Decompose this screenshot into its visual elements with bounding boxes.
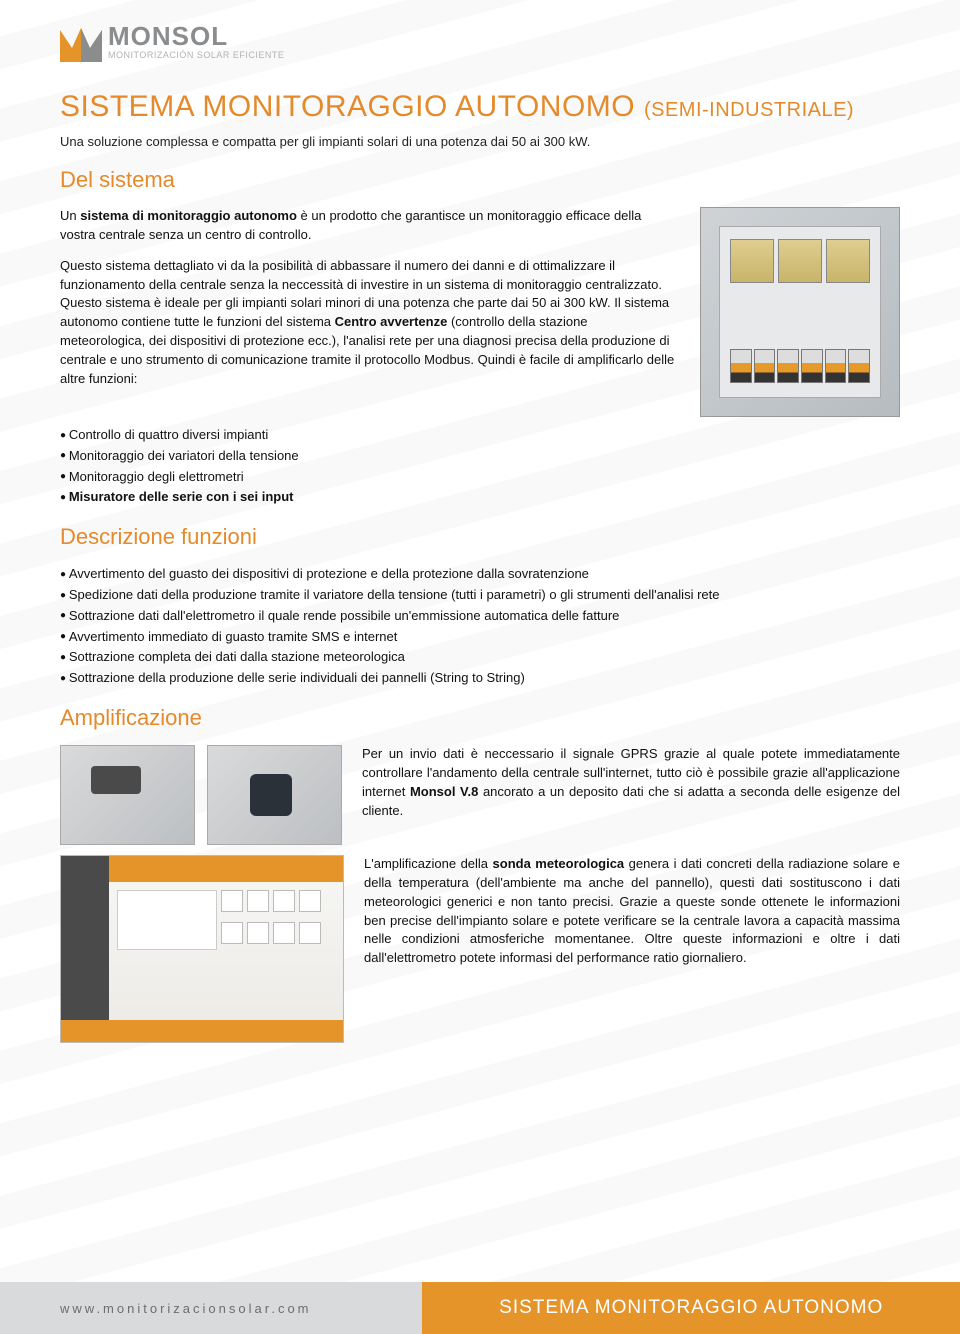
page-footer: www.monitorizacionsolar.com SISTEMA MONI… bbox=[0, 1282, 960, 1334]
amp-p2: L'amplificazione della sonda meteorologi… bbox=[364, 855, 900, 968]
sensor-image bbox=[207, 745, 342, 845]
logo-text: MONSOL bbox=[108, 23, 284, 49]
footer-title: SISTEMA MONITORAGGIO AUTONOMO bbox=[422, 1282, 960, 1334]
descrizione-bullets: Avvertimento del guasto dei dispositivi … bbox=[60, 564, 900, 689]
p1-bold: sistema di monitoraggio autonomo bbox=[80, 208, 297, 223]
p2-bold: Centro avvertenze bbox=[335, 314, 448, 329]
heading-del-sistema: Del sistema bbox=[60, 167, 900, 193]
amplificazione-row-2: L'amplificazione della sonda meteorologi… bbox=[60, 855, 900, 1043]
amp-p2-a: L'amplificazione della bbox=[364, 856, 493, 871]
footer-url: www.monitorizacionsolar.com bbox=[0, 1282, 422, 1334]
amp-images-top bbox=[60, 745, 342, 845]
list-item: Sottrazione completa dei dati dalla staz… bbox=[60, 647, 900, 668]
logo-mark bbox=[60, 20, 102, 62]
list-item: Spedizione dati della produzione tramite… bbox=[60, 585, 900, 606]
list-item-bold: Misuratore delle serie con i sei input bbox=[69, 489, 294, 504]
title-sub: (SEMI-INDUSTRIALE) bbox=[644, 99, 854, 121]
camera-image bbox=[60, 745, 195, 845]
list-item: Sottrazione dati dall'elettrometro il qu… bbox=[60, 606, 900, 627]
list-item: Avvertimento del guasto dei dispositivi … bbox=[60, 564, 900, 585]
del-sistema-row: Un sistema di monitoraggio autonomo è un… bbox=[60, 207, 900, 417]
amp-p2-bold: sonda meteorologica bbox=[493, 856, 625, 871]
amp-p2-b: genera i dati concreti della radiazione … bbox=[364, 856, 900, 965]
control-panel-image bbox=[700, 207, 900, 417]
heading-descrizione: Descrizione funzioni bbox=[60, 524, 900, 550]
heading-amplificazione: Amplificazione bbox=[60, 705, 900, 731]
amp-p1: Per un invio dati è neccessario il signa… bbox=[362, 745, 900, 820]
del-sistema-p2: Questo sistema dettagliato vi da la posi… bbox=[60, 257, 676, 389]
list-item: Sottrazione della produzione delle serie… bbox=[60, 668, 900, 689]
intro-text: Una soluzione complessa e compatta per g… bbox=[60, 134, 900, 149]
brand-logo: MONSOL MONITORIZACIÓN SOLAR EFICIENTE bbox=[60, 20, 900, 62]
amplificazione-row-1: Per un invio dati è neccessario il signa… bbox=[60, 745, 900, 845]
p1-pre: Un bbox=[60, 208, 80, 223]
amp-p1-bold: Monsol V.8 bbox=[410, 784, 478, 799]
page-content: MONSOL MONITORIZACIÓN SOLAR EFICIENTE SI… bbox=[0, 0, 960, 1043]
del-sistema-bullets: Controllo di quattro diversi impianti Mo… bbox=[60, 425, 900, 508]
logo-tagline: MONITORIZACIÓN SOLAR EFICIENTE bbox=[108, 51, 284, 60]
software-screenshot bbox=[60, 855, 344, 1043]
list-item: Avvertimento immediato di guasto tramite… bbox=[60, 627, 900, 648]
title-main: SISTEMA MONITORAGGIO AUTONOMO bbox=[60, 90, 635, 123]
list-item: Controllo di quattro diversi impianti bbox=[60, 425, 900, 446]
list-item: Monitoraggio degli elettrometri bbox=[60, 467, 900, 488]
page-title: SISTEMA MONITORAGGIO AUTONOMO (SEMI-INDU… bbox=[60, 90, 900, 124]
list-item: Misuratore delle serie con i sei input bbox=[60, 487, 900, 508]
list-item: Monitoraggio dei variatori della tension… bbox=[60, 446, 900, 467]
del-sistema-p1: Un sistema di monitoraggio autonomo è un… bbox=[60, 207, 676, 245]
